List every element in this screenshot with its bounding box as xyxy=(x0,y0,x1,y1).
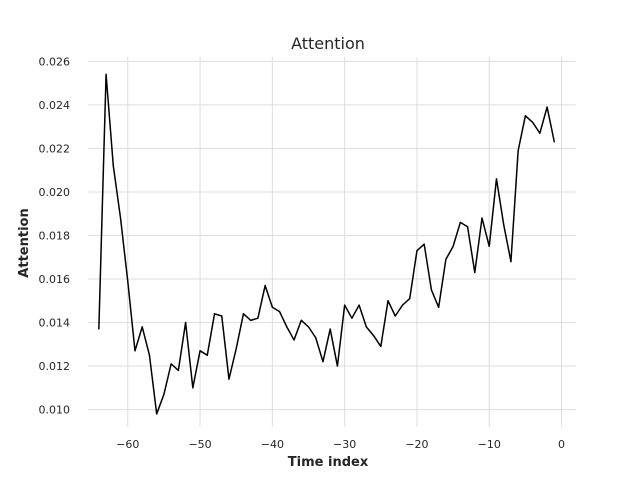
data-point xyxy=(105,73,107,76)
data-point xyxy=(148,354,151,356)
grid-layer xyxy=(88,57,576,427)
data-point xyxy=(539,132,541,134)
data-point xyxy=(300,319,302,321)
data-point xyxy=(394,315,396,317)
x-tick-label: −50 xyxy=(188,438,211,451)
series-line xyxy=(98,73,556,415)
data-point xyxy=(466,226,469,228)
x-axis-label: Time index xyxy=(288,455,369,470)
data-point xyxy=(235,348,237,350)
data-point xyxy=(532,121,534,123)
data-point xyxy=(242,313,245,315)
y-axis-label: Attention xyxy=(17,208,32,277)
data-point xyxy=(264,284,266,287)
data-point xyxy=(510,260,512,263)
data-point xyxy=(257,317,259,319)
data-point xyxy=(459,221,461,224)
data-point xyxy=(156,413,158,415)
data-point xyxy=(213,313,216,315)
y-tick-label: 0.020 xyxy=(39,186,71,199)
y-tick-label: 0.018 xyxy=(39,229,71,242)
data-point xyxy=(495,178,498,180)
data-point xyxy=(250,319,252,321)
data-point xyxy=(372,334,375,337)
data-point xyxy=(192,387,194,389)
data-point xyxy=(416,250,418,252)
data-point xyxy=(423,243,425,245)
data-point xyxy=(401,304,404,306)
data-point xyxy=(488,245,490,247)
data-point xyxy=(524,115,526,117)
data-point xyxy=(380,345,382,348)
data-point xyxy=(387,300,389,302)
data-point xyxy=(307,326,310,328)
data-point xyxy=(286,326,288,328)
data-point xyxy=(177,369,179,372)
x-tick-label: −60 xyxy=(116,438,139,451)
data-point xyxy=(365,326,367,328)
y-tick-label: 0.026 xyxy=(39,55,71,68)
data-point xyxy=(351,317,353,319)
data-point xyxy=(322,361,324,363)
data-point xyxy=(293,339,295,341)
data-point xyxy=(119,217,122,219)
x-tick-label: −20 xyxy=(405,438,428,451)
y-tick-label: 0.016 xyxy=(39,273,71,286)
data-point xyxy=(329,328,331,330)
data-point xyxy=(409,297,411,300)
data-point xyxy=(221,315,223,317)
x-tick-label: −30 xyxy=(333,438,356,451)
data-point xyxy=(206,354,208,356)
y-tick-label: 0.022 xyxy=(39,142,71,155)
data-point xyxy=(553,141,555,143)
data-point xyxy=(127,280,129,282)
data-point xyxy=(517,149,519,152)
x-tick-label: −40 xyxy=(261,438,284,451)
y-tick-label: 0.012 xyxy=(39,360,71,373)
series-layer xyxy=(98,73,556,415)
data-point xyxy=(336,365,339,367)
data-point xyxy=(344,304,346,306)
data-point xyxy=(358,304,360,306)
data-point xyxy=(98,328,100,330)
data-point xyxy=(503,223,505,226)
x-tick-label: 0 xyxy=(558,438,565,451)
data-point xyxy=(445,258,447,261)
data-point xyxy=(185,321,187,324)
tick-layer: −60 −50 −40 −30 −20 −10 0 0.010 0.012 0.014 0.016 0… xyxy=(39,55,566,451)
data-point xyxy=(112,165,114,167)
y-tick-label: 0.010 xyxy=(39,404,71,417)
data-point xyxy=(315,337,317,339)
data-point xyxy=(141,326,143,328)
x-tick-label: −10 xyxy=(478,438,501,451)
data-point xyxy=(278,311,281,313)
data-point xyxy=(430,289,433,291)
chart-title: Attention xyxy=(291,34,365,53)
data-point xyxy=(546,106,548,108)
data-point xyxy=(170,363,172,365)
data-point xyxy=(452,245,454,247)
data-point xyxy=(163,393,165,395)
data-point xyxy=(228,378,230,380)
data-point xyxy=(474,271,476,274)
data-point xyxy=(134,350,136,352)
y-tick-label: 0.014 xyxy=(39,317,71,330)
data-point xyxy=(438,306,440,308)
y-tick-label: 0.024 xyxy=(39,99,71,112)
data-point xyxy=(199,350,201,352)
data-point xyxy=(481,217,483,219)
data-point xyxy=(271,306,273,308)
